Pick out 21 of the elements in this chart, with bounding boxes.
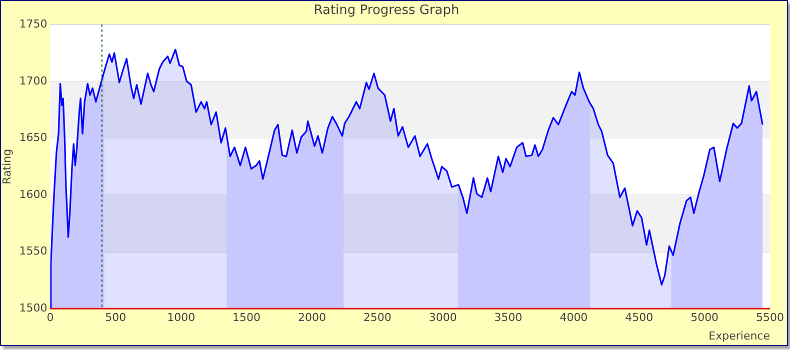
x-tick-label: 2000 [298,311,326,324]
x-axis-title: Experience [708,329,770,342]
x-tick-label: 4500 [625,311,654,324]
x-tick-label: 2500 [363,311,392,324]
x-tick-label: 500 [105,311,126,324]
x-tick-label: 3500 [494,311,522,324]
x-tick-label: 1000 [167,311,196,324]
y-tick-label: 1500 [19,301,48,314]
x-tick-label: 5000 [690,311,719,324]
x-tick-label: 4000 [560,311,588,324]
y-tick-label: 1550 [19,244,48,258]
y-tick-label: 1750 [19,17,48,30]
y-tick-label: 1700 [19,74,48,88]
x-tick-label: 5500 [756,311,784,324]
x-tick-label: 3000 [428,311,457,324]
y-tick-label: 1600 [19,188,48,201]
chart-title: Rating Progress Graph [314,3,460,18]
x-tick-label: 0 [46,311,54,324]
y-tick-label: 1650 [19,131,48,144]
x-tick-label: 1500 [232,311,261,324]
y-axis-title: Rating [0,148,14,184]
